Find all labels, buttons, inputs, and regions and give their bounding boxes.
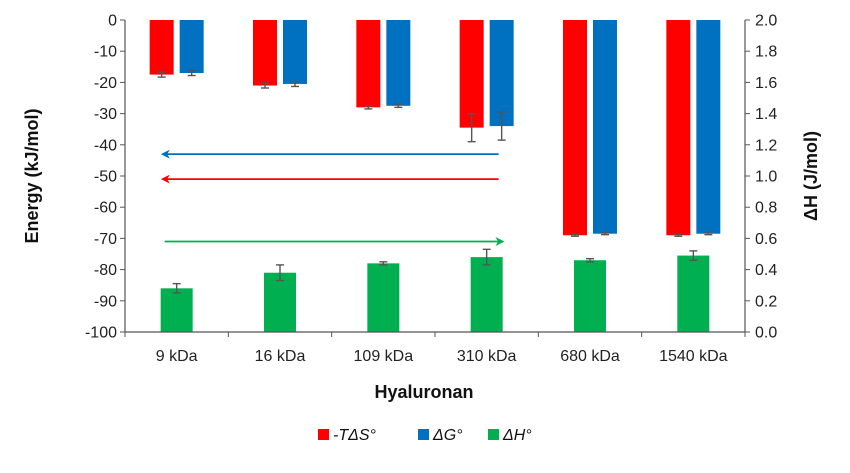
y-right-tick-label: 1.4 <box>755 106 777 123</box>
bar-ΔG°-9 kDa <box>179 20 204 74</box>
error-bar-ΔH°-9 kDa <box>172 282 181 294</box>
y-left-tick-label: -40 <box>94 137 117 154</box>
y-right-tick-label: 0.6 <box>755 231 777 248</box>
error-bar-ΔG°-680 kDa <box>601 232 609 236</box>
x-tick-label: 1540 kDa <box>659 348 728 365</box>
bar--TΔS°-16 kDa <box>253 20 277 86</box>
bar-ΔH°-1540 kDa <box>677 255 710 332</box>
bar--TΔS°-9 kDa <box>149 20 174 75</box>
bar--TΔS°-1540 kDa <box>666 20 691 236</box>
legend-label: ΔG° <box>432 427 463 444</box>
bar--TΔS°-109 kDa <box>356 20 381 108</box>
error-bar--TΔS°-9 kDa <box>157 71 166 78</box>
error-bar-ΔH°-310 kDa <box>482 248 491 266</box>
bar-ΔH°-109 kDa <box>367 263 400 332</box>
error-bar-ΔG°-1540 kDa <box>704 232 713 236</box>
error-bar--TΔS°-16 kDa <box>261 82 269 89</box>
x-tick-label: 9 kDa <box>156 348 198 365</box>
y-axis-title-left: Energy (kJ/mol) <box>22 108 42 243</box>
bar--TΔS°-310 kDa <box>459 20 484 128</box>
y-left-tick-label: -90 <box>94 293 117 310</box>
error-bar-ΔH°-1540 kDa <box>689 250 698 261</box>
y-right-tick-label: 0.2 <box>755 293 777 310</box>
error-bar-ΔH°-109 kDa <box>379 261 388 266</box>
x-tick-label: 680 kDa <box>560 348 620 365</box>
legend-item-0: -TΔS° <box>318 427 377 444</box>
y-right-tick-label: 1.0 <box>755 169 777 186</box>
legend-label: -TΔS° <box>333 427 377 444</box>
y-right-tick-label: 0.4 <box>755 262 777 279</box>
y-left-tick-label: -50 <box>94 169 117 186</box>
error-bar--TΔS°-310 kDa <box>467 112 476 143</box>
error-bar-ΔH°-680 kDa <box>586 257 594 263</box>
y-right-tick-label: 0.0 <box>755 325 777 342</box>
y-left-tick-label: 0 <box>108 13 117 30</box>
bar-ΔG°-1540 kDa <box>696 20 721 234</box>
error-bar--TΔS°-109 kDa <box>364 105 373 110</box>
y-left-tick-label: -30 <box>94 106 117 123</box>
y-left-tick-label: -20 <box>94 75 117 92</box>
bar-ΔG°-680 kDa <box>593 20 617 234</box>
y-left-tick-label: -10 <box>94 44 117 61</box>
error-bar-ΔG°-9 kDa <box>187 69 196 77</box>
bar--TΔS°-680 kDa <box>563 20 587 236</box>
y-axis-title-right: ΔH (J/mol) <box>801 131 821 221</box>
y-left-tick-label: -100 <box>85 325 117 342</box>
bar-ΔH°-16 kDa <box>264 272 296 332</box>
legend-swatch <box>418 429 429 440</box>
y-right-tick-label: 1.2 <box>755 137 777 154</box>
error-bar-ΔG°-310 kDa <box>497 111 506 141</box>
error-bar-ΔH°-16 kDa <box>276 264 284 282</box>
arrows-layer <box>160 149 505 247</box>
y-right-tick-label: 0.8 <box>755 200 777 217</box>
y-left-tick-label: -70 <box>94 231 117 248</box>
bar-ΔH°-9 kDa <box>160 288 193 332</box>
error-bar-ΔG°-109 kDa <box>394 103 403 109</box>
bar-ΔH°-680 kDa <box>574 260 606 332</box>
y-right-tick-label: 1.8 <box>755 44 777 61</box>
y-left-tick-label: -60 <box>94 200 117 217</box>
legend-swatch <box>488 429 499 440</box>
y-right-tick-label: 2.0 <box>755 13 777 30</box>
x-tick-label: 16 kDa <box>255 348 306 365</box>
x-tick-label: 310 kDa <box>457 348 517 365</box>
legend-item-2: ΔH° <box>488 427 532 444</box>
bar-ΔG°-16 kDa <box>283 20 307 84</box>
legend-item-1: ΔG° <box>418 427 463 444</box>
bar-ΔH°-310 kDa <box>470 257 503 332</box>
legend-label: ΔH° <box>502 427 532 444</box>
y-right-tick-label: 1.6 <box>755 75 777 92</box>
x-tick-label: 109 kDa <box>354 348 414 365</box>
error-bar--TΔS°-1540 kDa <box>674 233 683 237</box>
bar-ΔG°-109 kDa <box>386 20 411 106</box>
legend: -TΔS° ΔG° ΔH° <box>318 427 532 444</box>
error-bar--TΔS°-680 kDa <box>571 233 579 237</box>
bars-layer <box>149 20 721 332</box>
axes-layer: 0 -10 -20 -30 -40 -50 -60 -70 -80 -90 -100 2.0 1.8 1.… <box>85 13 777 366</box>
x-axis-title: Hyaluronan <box>374 382 473 402</box>
error-bar-ΔG°-16 kDa <box>291 80 299 88</box>
legend-swatch <box>318 429 329 440</box>
y-left-tick-label: -80 <box>94 262 117 279</box>
bar-ΔG°-310 kDa <box>489 20 514 127</box>
